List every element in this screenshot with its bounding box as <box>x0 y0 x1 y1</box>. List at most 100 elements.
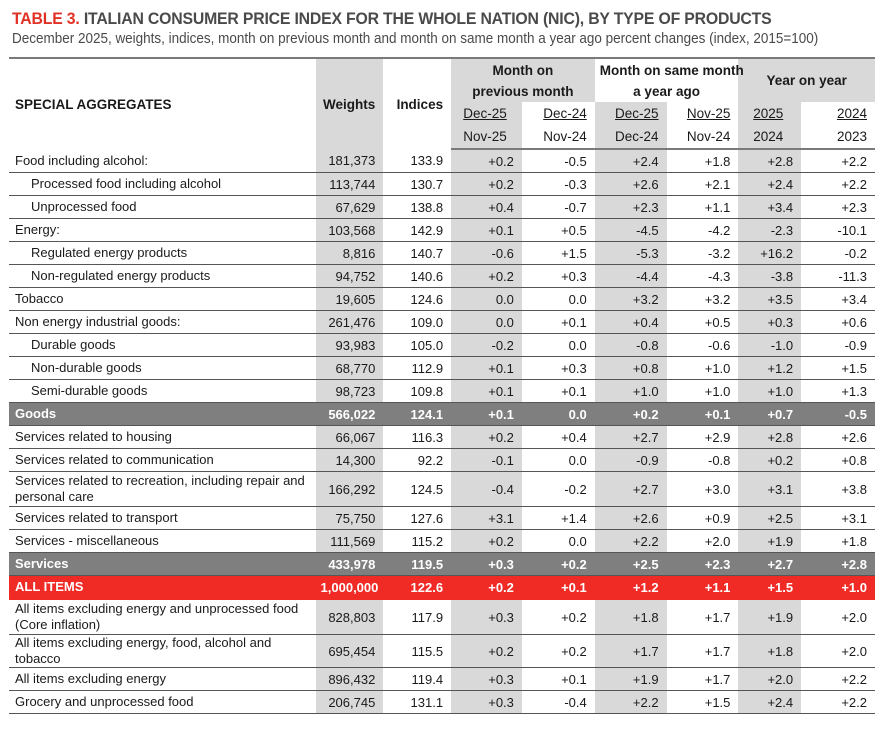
row-value: +16.2 <box>738 241 802 265</box>
row-value: +0.4 <box>521 425 595 449</box>
row-value: +1.4 <box>521 506 595 530</box>
row-index: 138.8 <box>383 195 452 219</box>
row-weight: 93,983 <box>315 333 384 357</box>
row-value: +0.1 <box>451 379 522 403</box>
row-value: +0.1 <box>521 379 595 403</box>
row-value: +0.3 <box>451 690 522 714</box>
row-value: +2.1 <box>666 172 739 196</box>
row-label: Non energy industrial goods: <box>9 310 316 334</box>
table-title-text: ITALIAN CONSUMER PRICE INDEX FOR THE WHO… <box>79 9 772 28</box>
row-value: +0.2 <box>521 634 595 668</box>
row-value: -4.5 <box>594 218 667 242</box>
row-value: +0.3 <box>738 310 802 334</box>
row-value: -0.6 <box>666 333 739 357</box>
table-row: Durable goods 93,983 105.0 -0.2 0.0 -0.8 -0.6-… <box>9 333 875 357</box>
row-value: +1.7 <box>594 634 667 668</box>
row-index: 124.1 <box>383 402 452 426</box>
row-value: +2.5 <box>594 552 667 576</box>
row-label: Grocery and unprocessed food <box>9 690 316 714</box>
row-value: +1.1 <box>666 195 739 219</box>
row-value: +1.0 <box>666 379 739 403</box>
table-row: Unprocessed food 67,629 138.8 +0.4 -0.7 +2.3 +… <box>9 195 875 219</box>
row-weight: 181,373 <box>315 149 384 173</box>
row-value: +3.1 <box>738 471 802 507</box>
row-value: +2.2 <box>801 149 875 173</box>
row-value: 0.0 <box>521 287 595 311</box>
row-label: ALL ITEMS <box>9 575 316 600</box>
row-index: 140.6 <box>383 264 452 288</box>
row-label: Semi-durable goods <box>9 379 316 403</box>
row-value: -0.8 <box>666 448 739 472</box>
row-value: +2.8 <box>738 425 802 449</box>
row-weight: 8,816 <box>315 241 384 265</box>
row-weight: 66,067 <box>315 425 384 449</box>
table-row: Regulated energy products 8,816 140.7 -0.6 +… <box>9 241 875 265</box>
row-value: +1.5 <box>666 690 739 714</box>
row-value: -0.2 <box>521 471 595 507</box>
row-value: +1.9 <box>738 529 802 553</box>
period-top-1: Dec-24 <box>543 106 587 121</box>
row-value: +2.2 <box>594 529 667 553</box>
table-row: Services related to transport 75,750 127.6… <box>9 506 875 530</box>
header-group-mom-line1: Month on <box>492 62 554 78</box>
row-value: +3.4 <box>738 195 802 219</box>
row-index: 140.7 <box>383 241 452 265</box>
period-top-5: 2024 <box>836 106 867 121</box>
row-value: +2.6 <box>594 506 667 530</box>
row-value: -4.2 <box>666 218 739 242</box>
row-index: 92.2 <box>383 448 452 472</box>
header-group-mom: Month on previous month <box>451 57 595 102</box>
row-value: +0.5 <box>521 218 595 242</box>
row-value: +2.0 <box>801 599 875 635</box>
row-value: -0.2 <box>801 241 875 265</box>
row-value: +0.1 <box>521 575 595 600</box>
row-value: +0.2 <box>521 552 595 576</box>
row-index: 124.5 <box>383 471 452 507</box>
row-weight: 1,000,000 <box>315 575 384 600</box>
row-value: +2.2 <box>801 172 875 196</box>
row-value: +1.2 <box>738 356 802 380</box>
period-bottom-5: 2023 <box>801 125 875 150</box>
table-row: Food including alcohol: 181,373 133.9 +0.2-… <box>9 149 875 173</box>
row-value: +0.3 <box>521 356 595 380</box>
row-value: +2.0 <box>738 667 802 691</box>
row-value: +0.2 <box>451 425 522 449</box>
row-index: 112.9 <box>383 356 452 380</box>
table-body: Food including alcohol: 181,373 133.9 +0.2-… <box>9 149 875 714</box>
row-value: -0.5 <box>521 149 595 173</box>
header-group-yoy-month-line2: a year ago <box>633 83 700 99</box>
header-group-mom-line2: previous month <box>472 83 574 99</box>
row-value: +3.1 <box>451 506 522 530</box>
row-value: -0.5 <box>801 402 875 426</box>
row-value: 0.0 <box>451 310 522 334</box>
period-top-0: Dec-25 <box>451 102 522 125</box>
table-row: All items excluding energy, food, alcoho… <box>9 634 875 668</box>
row-weight: 19,605 <box>315 287 384 311</box>
row-weight: 166,292 <box>315 471 384 507</box>
row-value: +0.1 <box>521 667 595 691</box>
row-value: +2.3 <box>666 552 739 576</box>
row-index: 115.5 <box>383 634 452 668</box>
row-value: +0.1 <box>451 356 522 380</box>
row-label: Unprocessed food <box>9 195 316 219</box>
row-value: +2.0 <box>801 634 875 668</box>
row-value: -0.8 <box>594 333 667 357</box>
row-value: +0.8 <box>594 356 667 380</box>
row-label: Tobacco <box>9 287 316 311</box>
period-bottom-3: Nov-24 <box>666 125 739 150</box>
period-bottom-4: 2024 <box>738 125 802 150</box>
row-index: 117.9 <box>383 599 452 635</box>
row-value: 0.0 <box>521 529 595 553</box>
row-value: +1.2 <box>594 575 667 600</box>
row-label: Energy: <box>9 218 316 242</box>
table-row: Services related to communication 14,300 9… <box>9 448 875 472</box>
row-value: +2.2 <box>594 690 667 714</box>
table-row: Services 433,978 119.5 +0.3 +0.2 +2.5 +2.3 +2.7… <box>9 552 875 576</box>
row-value: +2.7 <box>594 471 667 507</box>
table-row: ALL ITEMS 1,000,000 122.6 +0.2 +0.1 +1.2 +1.1 +… <box>9 575 875 600</box>
row-weight: 261,476 <box>315 310 384 334</box>
period-bottom-1: Nov-24 <box>521 125 595 150</box>
row-value: -3.2 <box>666 241 739 265</box>
row-value: -3.8 <box>738 264 802 288</box>
row-value: -0.6 <box>451 241 522 265</box>
